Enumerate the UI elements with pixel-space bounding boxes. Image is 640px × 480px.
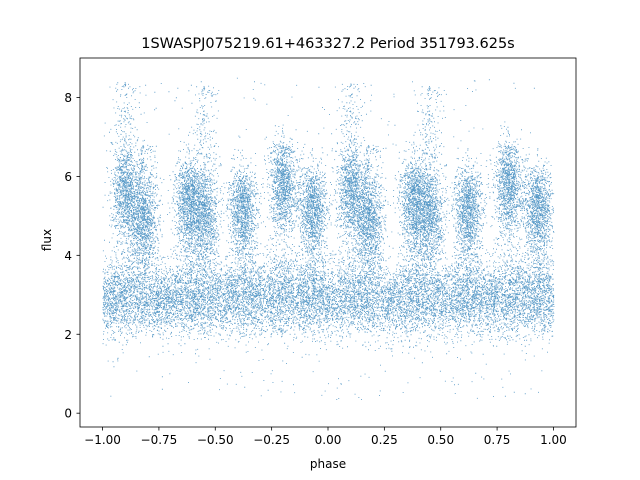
x-tick-label: −0.25: [253, 433, 290, 447]
x-tick-label: 0.25: [371, 433, 398, 447]
x-tick-label: 1.00: [540, 433, 567, 447]
x-tick-label: 0.50: [427, 433, 454, 447]
x-tick-label: 0.75: [484, 433, 511, 447]
y-tick-label: 6: [64, 170, 72, 184]
y-axis: 0 2 4 6 8: [64, 91, 80, 421]
y-tick-label: 8: [64, 91, 72, 105]
x-tick-label: −0.75: [141, 433, 178, 447]
x-axis-label: phase: [310, 457, 346, 471]
y-tick-label: 2: [64, 328, 72, 342]
x-tick-label: 0.00: [315, 433, 342, 447]
y-tick-label: 0: [64, 407, 72, 421]
chart-title: 1SWASPJ075219.61+463327.2 Period 351793.…: [141, 36, 515, 52]
y-axis-label: flux: [40, 229, 54, 251]
y-tick-label: 4: [64, 249, 72, 263]
x-tick-label: −1.00: [84, 433, 121, 447]
x-tick-label: −0.50: [197, 433, 234, 447]
x-axis: −1.00 −0.75 −0.50 −0.25 0.00 0.25 0.50 0.75 1.00: [84, 427, 567, 447]
